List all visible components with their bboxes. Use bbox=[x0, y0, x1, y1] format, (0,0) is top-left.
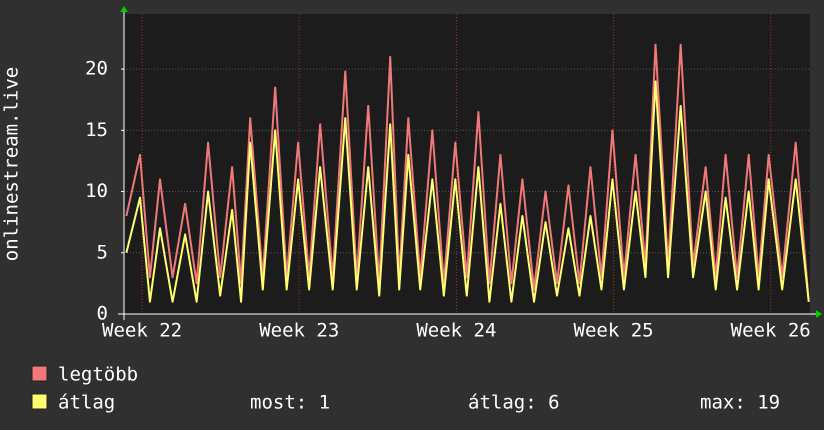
x-tick-label: Week 23 bbox=[259, 320, 339, 342]
x-axis-arrow bbox=[816, 310, 822, 318]
y-tick-label: 0 bbox=[97, 303, 108, 325]
lines bbox=[125, 43, 810, 303]
legend-swatch bbox=[31, 365, 48, 382]
stat-now: most: 1 bbox=[250, 392, 330, 414]
legend-label: átlag bbox=[58, 392, 115, 414]
series-line bbox=[125, 80, 810, 303]
y-tick-label: 10 bbox=[85, 180, 108, 202]
y-axis-arrow bbox=[120, 6, 128, 12]
y-tick-label: 5 bbox=[97, 241, 108, 263]
x-tick-label: Week 25 bbox=[574, 320, 654, 342]
stat-average: átlag: 6 bbox=[468, 392, 560, 414]
legend: legtöbb átlag bbox=[31, 364, 138, 414]
legend-swatch bbox=[31, 393, 48, 410]
y-tick-label: 20 bbox=[85, 58, 108, 80]
x-tick-label: Week 22 bbox=[102, 320, 182, 342]
x-tick-label: Week 24 bbox=[416, 320, 496, 342]
axes bbox=[118, 6, 822, 320]
x-tick-label: Week 26 bbox=[731, 320, 811, 342]
y-tick-label: 15 bbox=[85, 119, 108, 141]
stats: most: 1 átlag: 6 max: 19 bbox=[250, 392, 780, 414]
legend-label: legtöbb bbox=[58, 364, 138, 386]
y-axis-label: onlinestream.live bbox=[1, 67, 23, 261]
stat-max: max: 19 bbox=[700, 392, 780, 414]
